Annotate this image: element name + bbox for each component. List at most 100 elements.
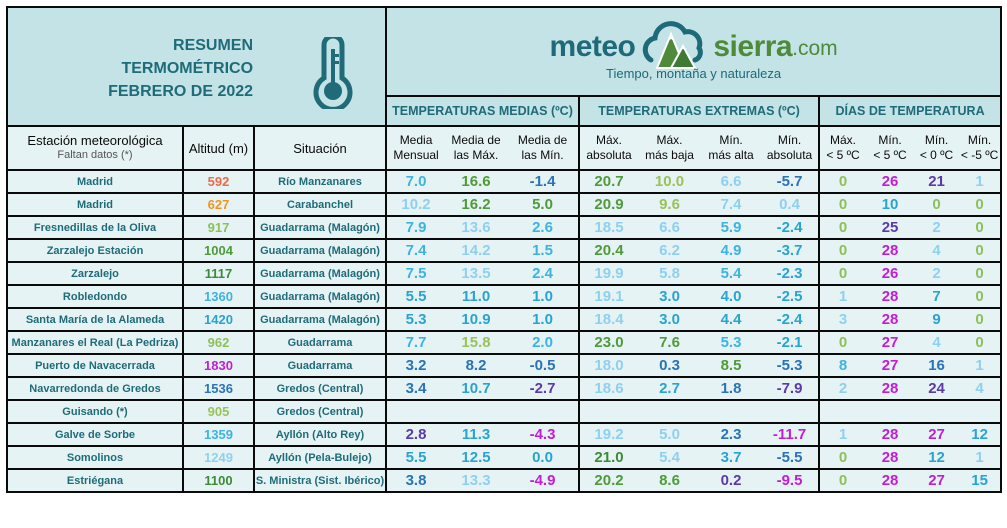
value-d-max5: 0	[818, 238, 867, 263]
situation-value: Gredos (Central)	[252, 399, 388, 424]
col-header-altitude[interactable]: Altitud (m)	[182, 125, 255, 171]
station-name: Navarredonda de Gredos	[6, 376, 184, 401]
situation-value: Río Manzanares	[252, 169, 388, 194]
col-header-line: más baja	[645, 148, 694, 162]
col-header-line: absoluta	[586, 148, 632, 162]
value-min-alta: 8.5	[701, 353, 762, 378]
value-media-min	[507, 399, 581, 424]
value-media-min: 0.0	[507, 445, 581, 470]
value-d-minm5: 0	[959, 261, 1003, 286]
value-media-min: 1.5	[507, 238, 581, 263]
col-header-line: Máx.	[656, 133, 683, 147]
col-header-d-minm5[interactable]: Mín. < -5 ºC	[959, 125, 1003, 171]
col-header-line: < 5 ºC	[873, 148, 907, 162]
value-d-min0: 7	[914, 284, 960, 309]
col-header-line: Media	[399, 133, 433, 147]
brand-logo[interactable]: meteo sierra .com Tiempo, montaña y natu…	[388, 20, 999, 81]
brand-logo-panel: meteo sierra .com Tiempo, montaña y natu…	[385, 6, 1003, 97]
altitude-value: 1117	[182, 261, 255, 286]
logo-sierra-text: sierra	[713, 30, 793, 63]
col-header-d-max5[interactable]: Máx. < 5 ºC	[818, 125, 867, 171]
value-media-mensual: 5.3	[385, 307, 446, 332]
col-header-d-min0[interactable]: Mín. < 0 ºC	[914, 125, 960, 171]
value-max-abs: 20.4	[578, 238, 639, 263]
value-max-abs: 20.9	[578, 192, 639, 217]
col-header-media-mensual[interactable]: Media Mensual	[385, 125, 446, 171]
table-row: Zarzalejo 1117 Guadarrama (Malagón) 7.5 13.5…	[6, 261, 1003, 286]
value-d-min5: 28	[866, 422, 915, 447]
station-name: Fresnedillas de la Oliva	[6, 215, 184, 240]
title-line-2: TERMOMÉTRICO	[121, 60, 254, 77]
value-max-baja: 3.0	[638, 284, 702, 309]
value-min-abs: -2.4	[761, 307, 821, 332]
value-max-baja: 6.6	[638, 215, 702, 240]
value-d-min5: 27	[866, 330, 915, 355]
altitude-value: 1004	[182, 238, 255, 263]
title-line-1: RESUMEN	[173, 37, 254, 54]
value-media-max: 13.6	[445, 215, 508, 240]
value-media-max: 12.5	[445, 445, 508, 470]
table-row: Guisando (*) 905 Gredos (Central)	[6, 399, 1003, 424]
value-d-min5: 28	[866, 284, 915, 309]
value-max-baja: 6.2	[638, 238, 702, 263]
group-header-dias: DÍAS DE TEMPERATURA	[818, 95, 1003, 127]
col-header-min-abs[interactable]: Mín. absoluta	[761, 125, 821, 171]
logo-meteo-text: meteo	[549, 30, 636, 63]
value-media-mensual: 10.2	[385, 192, 446, 217]
value-max-abs: 18.4	[578, 307, 639, 332]
value-media-max: 16.6	[445, 169, 508, 194]
value-min-abs: -5.3	[761, 353, 821, 378]
value-max-baja: 3.0	[638, 307, 702, 332]
value-d-min5: 26	[866, 169, 915, 194]
col-header-line: Máx.	[830, 133, 857, 147]
value-d-min0	[914, 399, 960, 424]
value-min-alta: 4.9	[701, 238, 762, 263]
table-row: Robledondo 1360 Guadarrama (Malagón) 5.5 11.…	[6, 284, 1003, 309]
value-media-mensual: 7.0	[385, 169, 446, 194]
value-d-min0: 9	[914, 307, 960, 332]
col-header-line: Mín.	[878, 133, 902, 147]
value-d-minm5: 1	[959, 445, 1003, 470]
col-header-d-min5[interactable]: Mín. < 5 ºC	[866, 125, 915, 171]
value-min-abs: -2.5	[761, 284, 821, 309]
value-media-max: 13.3	[445, 468, 508, 493]
altitude-value: 1420	[182, 307, 255, 332]
col-header-station[interactable]: Estación meteorológica Faltan datos (*)	[6, 125, 184, 171]
col-header-line: < 5 ºC	[826, 148, 860, 162]
value-min-alta: 4.4	[701, 307, 762, 332]
value-d-min5: 10	[866, 192, 915, 217]
value-d-max5: 0	[818, 192, 867, 217]
altitude-value: 627	[182, 192, 255, 217]
value-max-abs: 18.0	[578, 353, 639, 378]
value-min-abs: -3.7	[761, 238, 821, 263]
col-header-situation[interactable]: Situación	[252, 125, 388, 171]
value-min-alta: 7.4	[701, 192, 762, 217]
value-d-min0: 12	[914, 445, 960, 470]
col-header-min-alta[interactable]: Mín. más alta	[701, 125, 762, 171]
situation-value: Carabanchel	[252, 192, 388, 217]
value-d-min0: 21	[914, 169, 960, 194]
value-min-abs: -11.7	[761, 422, 821, 447]
col-header-max-baja[interactable]: Máx. más baja	[638, 125, 702, 171]
value-min-abs: -2.4	[761, 215, 821, 240]
value-max-abs: 20.7	[578, 169, 639, 194]
value-d-min5: 26	[866, 261, 915, 286]
col-header-media-min[interactable]: Media de las Mín.	[507, 125, 581, 171]
value-d-min5	[866, 399, 915, 424]
value-media-max: 11.0	[445, 284, 508, 309]
col-header-station-label: Estación meteorológica	[27, 133, 163, 148]
value-d-min0: 0	[914, 192, 960, 217]
table-row: Madrid 592 Río Manzanares 7.0 16.6 -1.4 20.7 10…	[6, 169, 1003, 194]
col-header-line: Mín.	[777, 133, 802, 147]
col-header-line: Media de	[517, 133, 568, 147]
value-d-min0: 27	[914, 422, 960, 447]
col-header-media-max[interactable]: Media de las Máx.	[445, 125, 508, 171]
value-max-baja: 5.4	[638, 445, 702, 470]
station-name: Madrid	[6, 192, 184, 217]
table-row: Zarzalejo Estación 1004 Guadarrama (Malagó…	[6, 238, 1003, 263]
value-min-abs: -7.9	[761, 376, 821, 401]
altitude-value: 905	[182, 399, 255, 424]
col-header-max-abs[interactable]: Máx. absoluta	[578, 125, 639, 171]
col-header-line: < -5 ºC	[960, 148, 999, 162]
value-min-abs: -2.3	[761, 261, 821, 286]
